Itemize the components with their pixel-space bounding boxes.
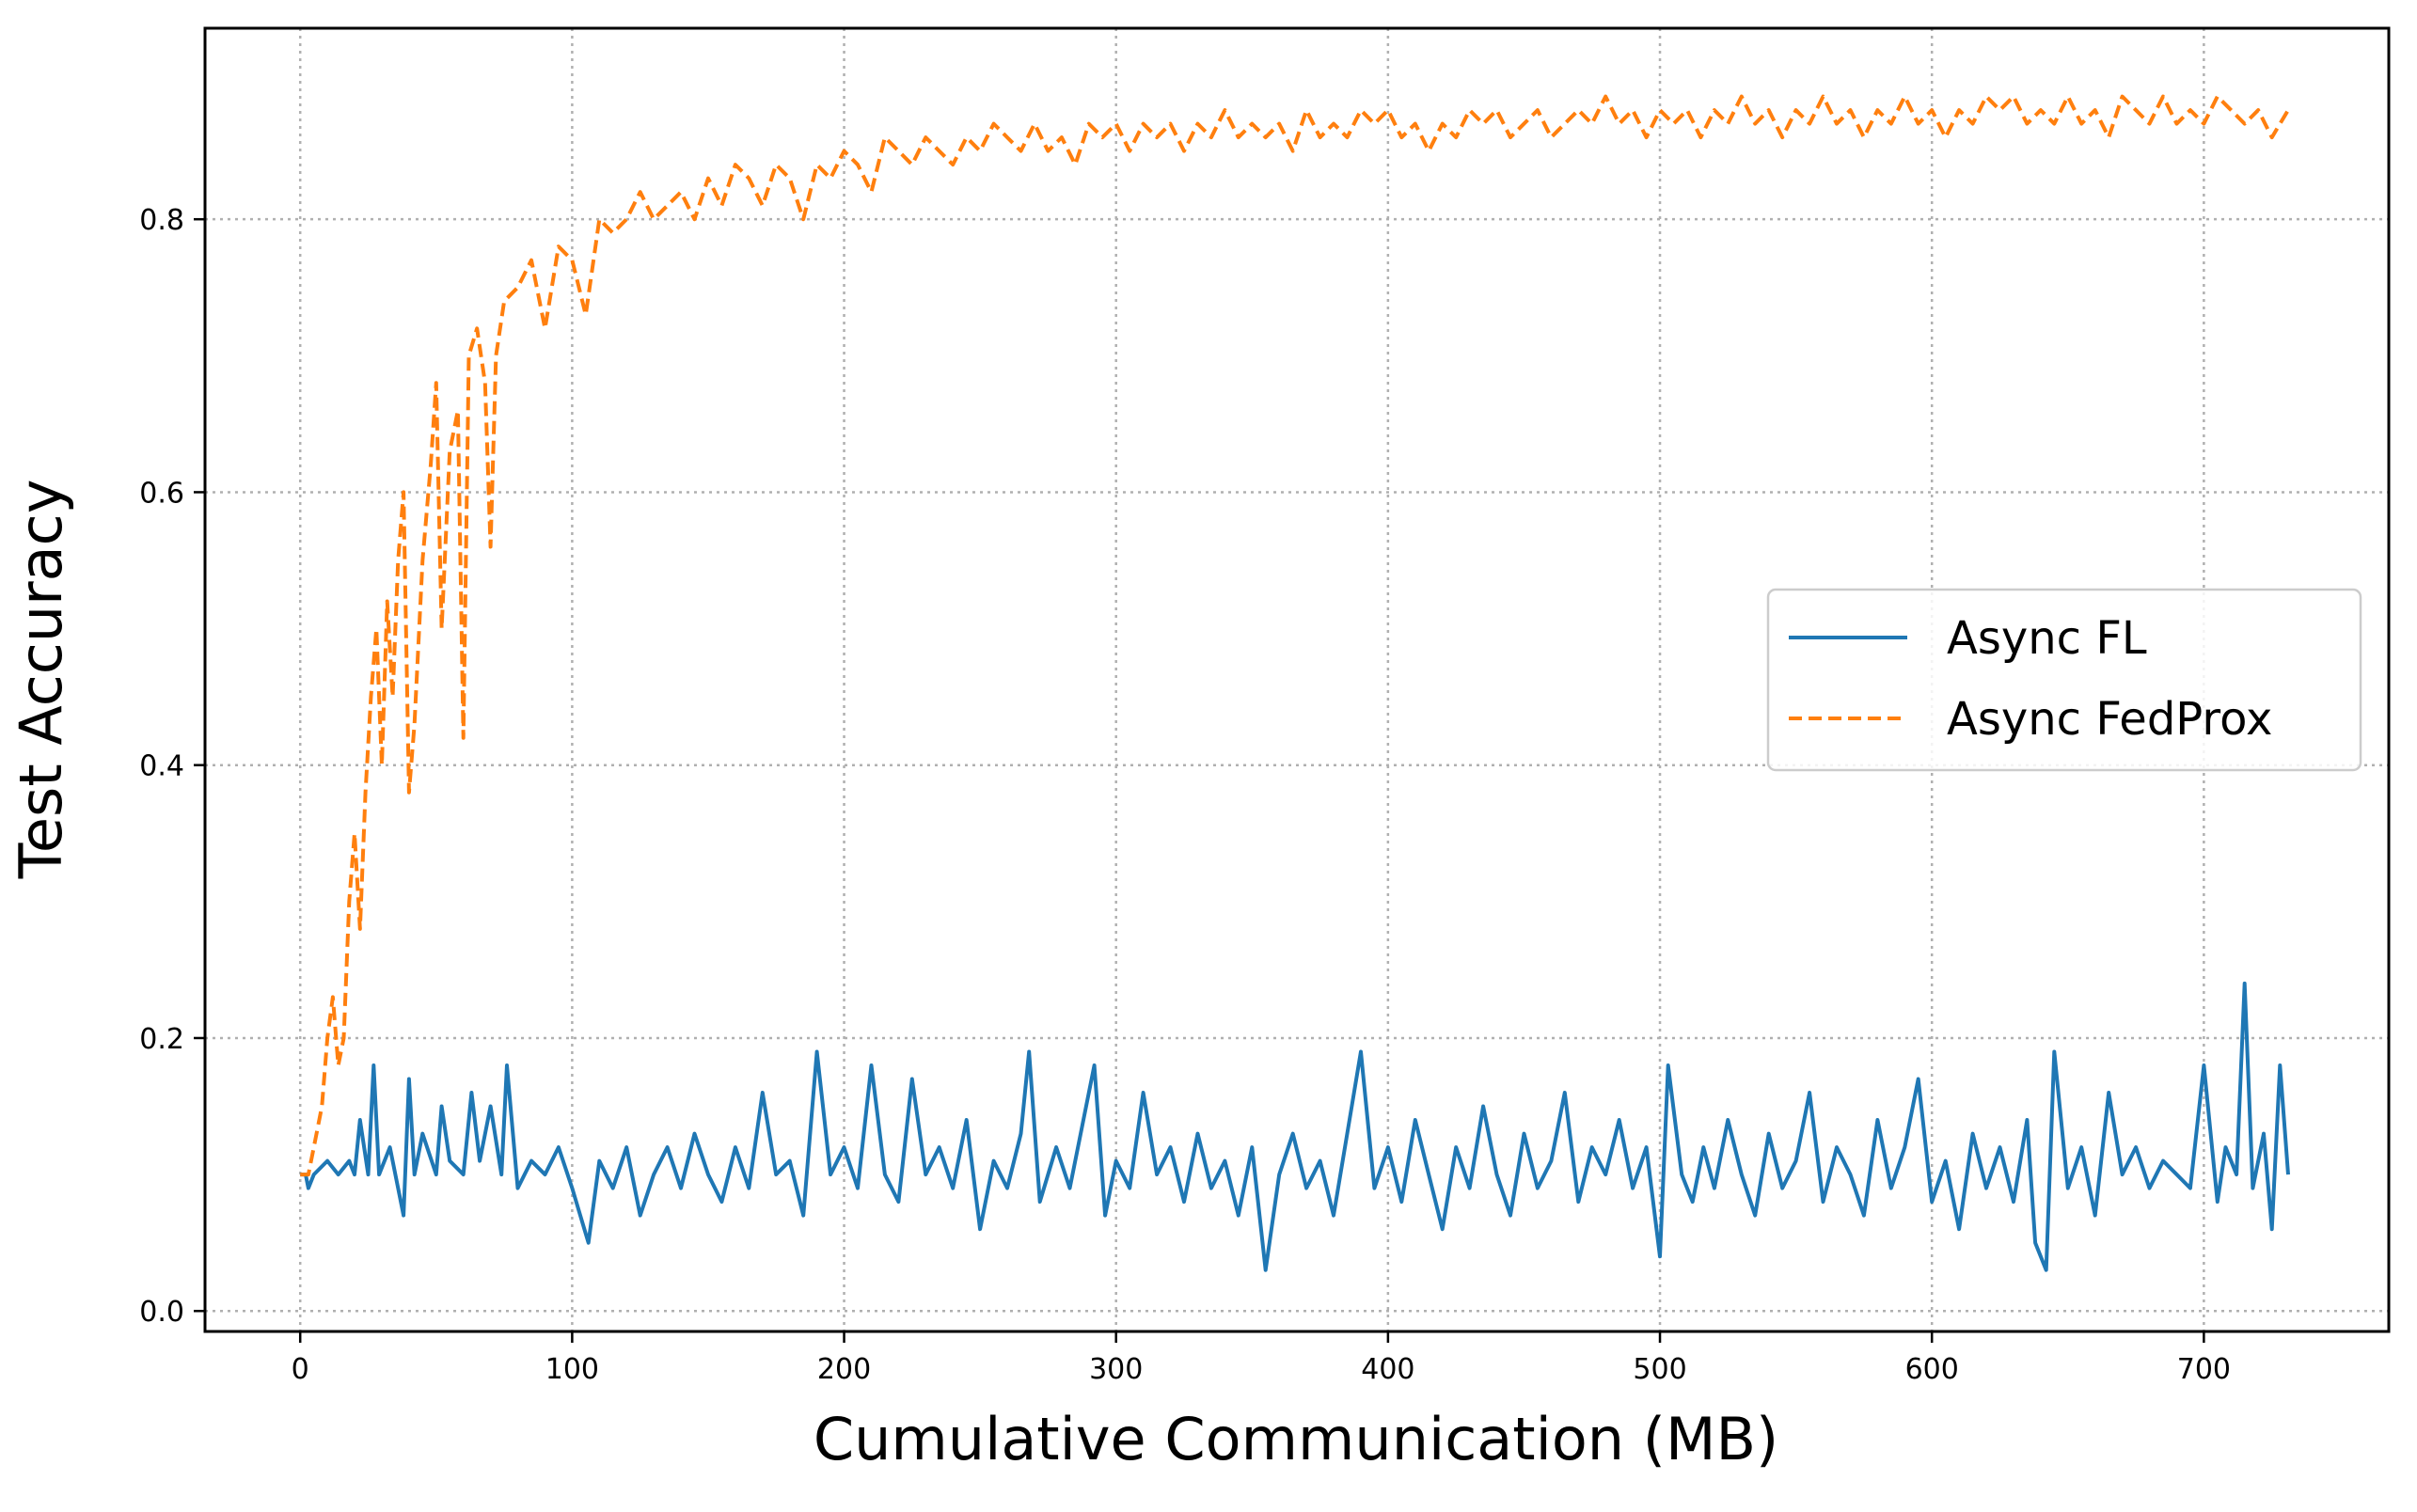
series-line-async-fedprox xyxy=(300,94,2290,1177)
x-tick-label: 600 xyxy=(1905,1353,1959,1386)
x-axis-label: Cumulative Communication (MB) xyxy=(814,1405,1778,1473)
y-tick-label: 0.8 xyxy=(139,204,184,237)
x-ticks: 0 100 200 300 400 500 600 700 xyxy=(292,1331,2231,1386)
y-tick-label: 0.4 xyxy=(139,750,184,783)
x-tick-label: 200 xyxy=(817,1353,871,1386)
y-ticks: 0.0 0.2 0.4 0.6 0.8 xyxy=(139,204,205,1329)
x-tick-label: 500 xyxy=(1633,1353,1686,1386)
x-tick-label: 400 xyxy=(1361,1353,1414,1386)
plot-frame xyxy=(203,26,2391,1333)
x-tick-label: 0 xyxy=(292,1353,309,1386)
series-layer xyxy=(300,94,2290,1272)
y-tick-label: 0.2 xyxy=(139,1023,184,1056)
y-tick-label: 0.0 xyxy=(139,1296,184,1329)
y-axis-label: Test Accuracy xyxy=(7,480,75,880)
legend-box xyxy=(1766,588,2362,772)
x-tick-label: 300 xyxy=(1089,1353,1143,1386)
legend: Async FL Async FedProx xyxy=(1766,588,2362,772)
legend-label: Async FL xyxy=(1947,612,2147,665)
y-tick-label: 0.6 xyxy=(139,477,184,510)
legend-label: Async FedProx xyxy=(1947,693,2272,746)
series-line-async-fl xyxy=(300,981,2290,1272)
x-tick-label: 700 xyxy=(2177,1353,2231,1386)
grid-layer xyxy=(205,28,2389,1331)
x-tick-label: 100 xyxy=(545,1353,599,1386)
